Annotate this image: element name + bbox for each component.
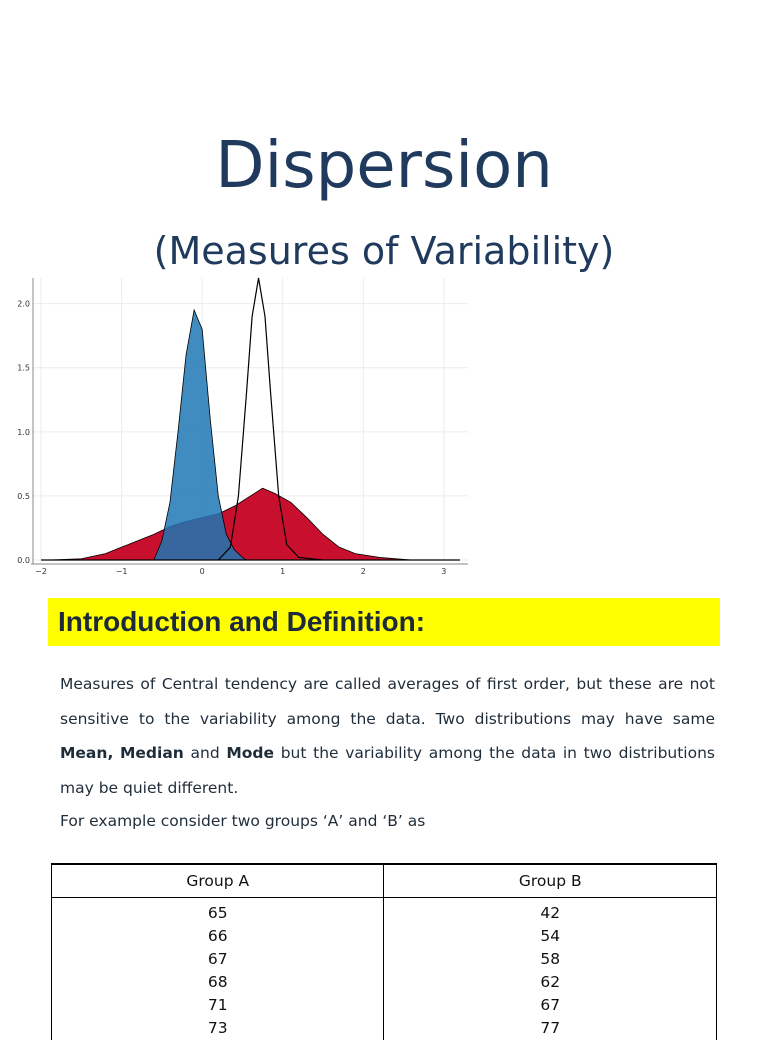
cell-a: 65 (50, 897, 385, 925)
table-header-row: Group A Group B (50, 863, 717, 898)
y-tick-label: 1.5 (17, 364, 30, 373)
section-banner: Introduction and Definition: (48, 598, 720, 646)
cell-b: 42 (383, 897, 717, 925)
example-line: For example consider two groups ‘A’ and … (60, 812, 426, 830)
y-tick-label: 0.0 (17, 556, 30, 565)
table-row: 68 62 (50, 971, 717, 994)
header-group-b: Group B (383, 863, 717, 898)
cell-b: 67 (383, 994, 717, 1017)
distribution-chart: −2 −1 0 1 2 3 0.0 0.5 1.0 1.5 2.0 (17, 277, 468, 576)
cell-a: 66 (50, 925, 385, 948)
header-group-a: Group A (50, 863, 385, 898)
groups-table: Group A Group B 65 42 66 54 67 58 68 62 … (50, 863, 717, 1040)
intro-paragraph: Measures of Central tendency are called … (60, 667, 715, 805)
x-tick-label: 0 (200, 567, 205, 576)
x-tick-label: −1 (116, 567, 128, 576)
comma: , (107, 744, 114, 762)
section-heading: Introduction and Definition: (58, 606, 426, 637)
term-mode: Mode (226, 744, 275, 762)
cell-b: 54 (383, 925, 717, 948)
density-series-3 (41, 277, 460, 561)
cell-a: 73 (50, 1017, 385, 1040)
cell-b: 77 (383, 1017, 717, 1040)
term-median: Median (120, 744, 184, 762)
term-mean: Mean (60, 744, 108, 762)
para-text-1: Measures of Central tendency are called … (60, 675, 715, 728)
y-tick-label: 2.0 (17, 300, 30, 309)
cell-a: 71 (50, 994, 385, 1017)
table-row: 65 42 (50, 897, 717, 925)
x-tick-label: 3 (441, 567, 446, 576)
cell-b: 62 (383, 971, 717, 994)
y-tick-label: 0.5 (17, 492, 30, 501)
density-series-1 (49, 487, 460, 561)
para-and: and (183, 744, 227, 762)
x-tick-label: 2 (361, 567, 366, 576)
table-row: 71 67 (50, 994, 717, 1017)
para-text-2: but the variability among the data in tw… (60, 744, 715, 797)
y-tick-label: 1.0 (17, 428, 30, 437)
table-row: 73 77 (50, 1017, 717, 1040)
cell-a: 68 (50, 971, 385, 994)
page-title: Dispersion (215, 129, 553, 203)
cell-b: 58 (383, 948, 717, 971)
table-row: 67 58 (50, 948, 717, 971)
page-subtitle: (Measures of Variability) (153, 229, 615, 273)
cell-a: 67 (50, 948, 385, 971)
table-row: 66 54 (50, 925, 717, 948)
x-tick-label: 1 (280, 567, 285, 576)
density-series-2 (153, 308, 248, 561)
x-tick-label: −2 (35, 567, 47, 576)
